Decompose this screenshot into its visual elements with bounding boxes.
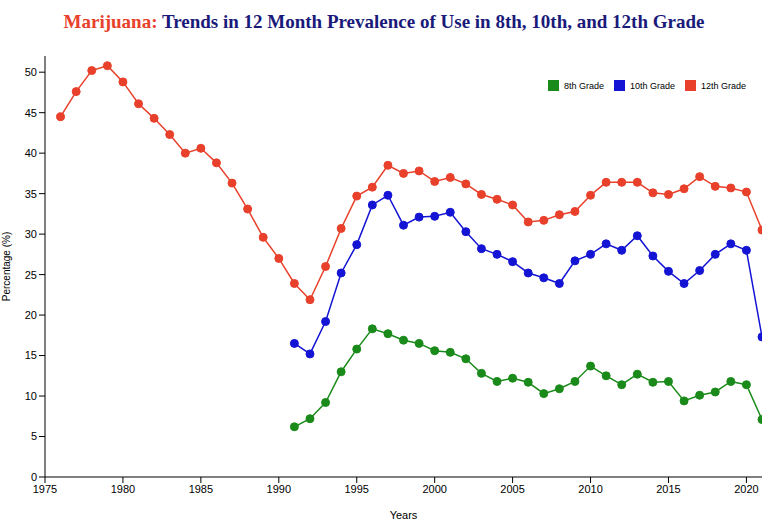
html-text:8th Grade: 8th Grade <box>563 80 604 91</box>
html-text:12th Grade: 12th Grade <box>701 80 746 91</box>
svg-text:Years: Years <box>390 509 418 521</box>
svg-text:5: 5 <box>31 430 37 442</box>
svg-text:0: 0 <box>31 471 37 483</box>
svg-text:25: 25 <box>25 269 37 281</box>
svg-text:1985: 1985 <box>189 483 213 495</box>
svg-text:1975: 1975 <box>33 483 57 495</box>
svg-text:1980: 1980 <box>111 483 135 495</box>
svg-text:1995: 1995 <box>344 483 368 495</box>
svg-text:45: 45 <box>25 107 37 119</box>
svg-text:2010: 2010 <box>578 483 602 495</box>
html-text:10th Grade: 10th Grade <box>629 80 675 91</box>
svg-text:2020: 2020 <box>734 483 758 495</box>
html-text:Marijuana: Trends in 12 Month: Marijuana: Trends in 12 Month Prevalence… <box>63 11 705 32</box>
svg-text:15: 15 <box>25 349 37 361</box>
svg-text:2000: 2000 <box>422 483 446 495</box>
svg-text:2015: 2015 <box>656 483 680 495</box>
svg-text:50: 50 <box>25 66 37 78</box>
svg-text:30: 30 <box>25 228 37 240</box>
svg-text:2005: 2005 <box>500 483 524 495</box>
svg-text:40: 40 <box>25 147 37 159</box>
svg-text:20: 20 <box>25 309 37 321</box>
svg-text:1990: 1990 <box>267 483 291 495</box>
svg-text:35: 35 <box>25 188 37 200</box>
svg-text:10: 10 <box>25 390 37 402</box>
svg-text:Percentage (%): Percentage (%) <box>8 232 12 301</box>
